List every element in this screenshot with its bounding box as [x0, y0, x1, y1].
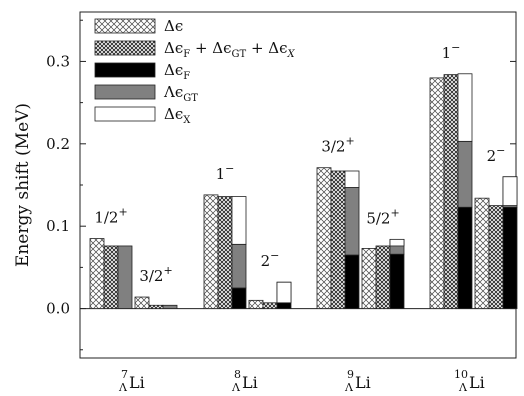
legend-sub: F: [183, 49, 190, 60]
x-label-element: Li: [355, 373, 371, 392]
bar-delta-eps: [134, 296, 150, 309]
bar-sum: [103, 245, 119, 309]
bar-delta-eps: [361, 248, 377, 309]
bar-eps-x: [502, 176, 518, 206]
bar-sum: [148, 304, 164, 309]
bar-delta-eps: [248, 299, 264, 309]
bar-eps-x: [344, 170, 360, 188]
bar-eps-x: [389, 238, 405, 247]
x-label-lambda: Λ: [231, 381, 241, 394]
y-tick-label: 0.2: [46, 135, 70, 153]
bar-delta-eps: [474, 197, 490, 309]
state-label-sup: −: [496, 144, 505, 157]
y-tick-label: 0.0: [46, 300, 70, 318]
x-label-mass: 8: [234, 368, 241, 381]
state-label: 2−: [487, 144, 506, 165]
state-label-sup: +: [118, 206, 127, 219]
state-label: 3/2+: [321, 135, 354, 156]
bar-eps-x: [276, 281, 292, 304]
bar-sum: [262, 302, 278, 309]
x-label-mass: 7: [121, 368, 128, 381]
x-label-element: Li: [129, 373, 145, 392]
state-label-sup: +: [163, 264, 172, 277]
bar-eps-gt: [231, 243, 247, 289]
legend-label: ΛϵGT: [163, 83, 198, 104]
legend-part: + Δϵ: [190, 39, 231, 57]
bar-eps-gt: [344, 187, 360, 256]
legend-label: Δϵ: [164, 17, 183, 35]
state-label-sup: −: [451, 41, 460, 54]
x-label-lambda: Λ: [344, 381, 354, 394]
x-label-mass: 10: [454, 368, 468, 381]
state-label-sup: −: [270, 249, 279, 262]
legend-swatch: [94, 62, 156, 78]
x-label-mass: 9: [347, 368, 354, 381]
state-label: 1/2+: [94, 206, 127, 227]
bar-sum: [375, 245, 391, 309]
x-label-lambda: Λ: [458, 381, 468, 394]
bar-delta-eps: [429, 77, 445, 309]
x-label-element: Li: [242, 373, 258, 392]
state-label-sup: +: [390, 206, 399, 219]
legend-swatch: [94, 40, 156, 56]
bar-delta-eps: [316, 167, 332, 309]
bar-eps-x: [231, 196, 247, 245]
bar-sum: [443, 74, 459, 309]
bar-eps-f: [457, 206, 473, 309]
bar-eps-gt: [117, 245, 133, 309]
legend-sub: GT: [183, 93, 198, 104]
legend-part: + Δϵ: [246, 39, 287, 57]
legend-swatch: [94, 18, 156, 34]
legend-label: ΔϵF: [164, 61, 190, 82]
bar-eps-f: [502, 206, 518, 309]
bar-eps-gt: [162, 304, 178, 309]
bar-eps-f: [344, 254, 360, 309]
state-label-sup: −: [225, 162, 234, 175]
x-label-element: Li: [469, 373, 485, 392]
state-label: 2−: [261, 249, 280, 270]
bar-eps-f: [389, 253, 405, 309]
legend-sub: F: [183, 71, 190, 82]
y-axis: 0.0 0.1 0.2 0.3: [46, 19, 516, 351]
bar-eps-f: [231, 287, 247, 309]
legend-label: ΔϵX: [164, 105, 191, 126]
bar-sum: [217, 196, 233, 309]
bar-delta-eps: [203, 194, 219, 309]
legend-swatch: [94, 106, 156, 122]
bar-sum: [330, 170, 346, 309]
x-axis-labels: 7Λ Li 8Λ Li 9Λ Li 10Λ Li: [118, 368, 485, 394]
state-label: 5/2+: [366, 206, 399, 227]
state-label-sup: +: [345, 135, 354, 148]
bar-delta-eps: [89, 238, 105, 309]
state-label: 3/2+: [139, 264, 172, 285]
bar-eps-x: [457, 73, 473, 142]
y-tick-label: 0.1: [46, 217, 70, 235]
y-axis-title: Energy shift (MeV): [13, 103, 33, 267]
bars: [89, 73, 518, 309]
legend-label: ΔϵF + ΔϵGT + ΔϵX: [164, 39, 296, 60]
y-tick-label: 0.3: [46, 52, 70, 70]
legend-swatch: [94, 84, 156, 100]
x-label-lambda: Λ: [118, 381, 128, 394]
legend-sub: GT: [232, 49, 247, 60]
state-labels: 1/2+ 3/2+ 1− 2− 3/2+ 5/2+ 1− 2−: [94, 41, 505, 285]
legend-sub: X: [183, 115, 191, 126]
state-label: 1−: [216, 162, 235, 183]
state-label: 1−: [442, 41, 461, 62]
bar-eps-gt: [457, 140, 473, 208]
bar-sum: [488, 205, 504, 309]
legend-sub: X: [287, 49, 296, 60]
